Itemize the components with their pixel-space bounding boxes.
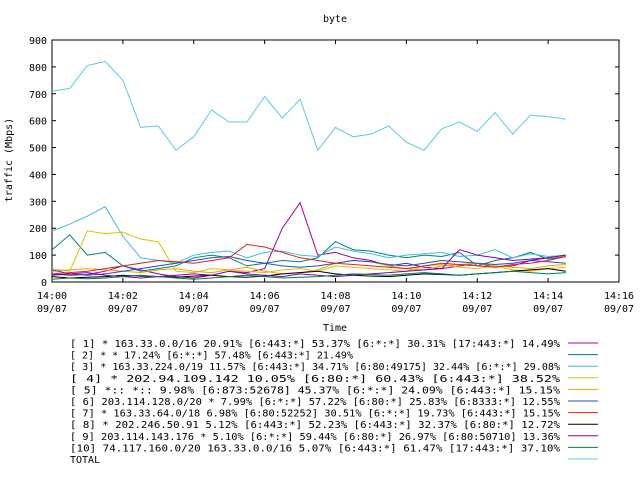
- legend-entry-1: [ 1] * 163.33.0.0/16 20.91% [6:443:*] 53…: [70, 339, 560, 350]
- series-line-9: [51, 249, 566, 279]
- legend-entry-2: [ 2] * * 17.24% [6:*:*] 57.48% [6:443:*]…: [70, 351, 353, 362]
- x-tick-date: 09/07: [391, 304, 421, 315]
- chart-title: byte: [323, 14, 347, 25]
- y-tick-label: 200: [29, 224, 47, 235]
- y-tick-label: 0: [41, 278, 47, 289]
- y-tick-label: 700: [29, 90, 47, 101]
- y-tick-label: 300: [29, 197, 47, 208]
- legend-entry-4: [ 4] * 202.94.109.142 10.05% [6:80:*] 60…: [70, 374, 560, 385]
- y-axis: 0 100 200 300 400 500 600 700 800 900: [29, 36, 619, 289]
- legend-entry-9: [ 9] 203.114.143.176 * 5.10% [6:*:*] 59.…: [70, 432, 560, 443]
- y-tick-label: 100: [29, 251, 47, 262]
- x-tick-date: 09/07: [108, 304, 138, 315]
- x-tick-time: 14:14: [533, 291, 563, 302]
- x-tick-time: 14:16: [604, 291, 634, 302]
- y-tick-label: 500: [29, 144, 47, 155]
- legend-entry-6: [ 6] 203.114.128.0/20 * 7.99% [6:*:*] 57…: [70, 397, 560, 408]
- x-tick-date: 09/07: [250, 304, 280, 315]
- series-line-2: [51, 234, 566, 272]
- series-lines: [51, 60, 566, 280]
- y-tick-label: 900: [29, 36, 47, 47]
- legend-entry-5: [ 5] *:: *:: 9.98% [6:873:52678] 45.37% …: [70, 385, 560, 396]
- x-tick-date: 09/07: [533, 304, 563, 315]
- series-line-4: [51, 230, 566, 274]
- legend-entry-10: [10] 74.117.160.0/20 163.33.0.0/16 5.07%…: [70, 443, 560, 454]
- x-axis: 14:00 09/07 14:02 09/07 14:04 09/07 14:06 09/07…: [37, 40, 634, 315]
- y-tick-label: 600: [29, 117, 47, 128]
- legend-entry-8: [ 8] * 202.246.50.91 5.12% [6:443:*] 52.…: [70, 420, 560, 431]
- legend: [ 1] * 163.33.0.0/16 20.91% [6:443:*] 53…: [70, 339, 598, 466]
- x-tick-time: 14:04: [179, 291, 209, 302]
- series-line-6: [51, 255, 566, 276]
- x-tick-date: 09/07: [462, 304, 492, 315]
- legend-entry-11: TOTAL: [70, 455, 100, 466]
- x-tick-time: 14:06: [250, 291, 280, 302]
- x-tick-date: 09/07: [179, 304, 209, 315]
- x-tick-date: 09/07: [37, 304, 67, 315]
- x-tick-time: 14:08: [320, 291, 350, 302]
- x-tick-time: 14:02: [108, 291, 138, 302]
- x-tick-date: 09/07: [320, 304, 350, 315]
- y-tick-label: 800: [29, 63, 47, 74]
- x-axis-label: Time: [323, 323, 347, 334]
- x-tick-time: 14:10: [391, 291, 421, 302]
- series-line-7: [51, 243, 566, 275]
- x-tick-time: 14:00: [37, 291, 67, 302]
- series-line-10: [51, 270, 566, 280]
- legend-entry-7: [ 7] * 163.33.64.0/18 6.98% [6:80:52252]…: [70, 409, 560, 420]
- series-line-3: [51, 206, 566, 264]
- x-tick-time: 14:12: [462, 291, 492, 302]
- series-line-11: [51, 60, 566, 152]
- x-tick-date: 09/07: [604, 304, 634, 315]
- plot-frame: [51, 39, 620, 283]
- y-tick-label: 400: [29, 170, 47, 181]
- y-axis-label: traffic (Mbps): [4, 118, 15, 202]
- legend-entry-3: [ 3] * 163.33.224.0/19 11.57% [6:443:*] …: [70, 362, 560, 373]
